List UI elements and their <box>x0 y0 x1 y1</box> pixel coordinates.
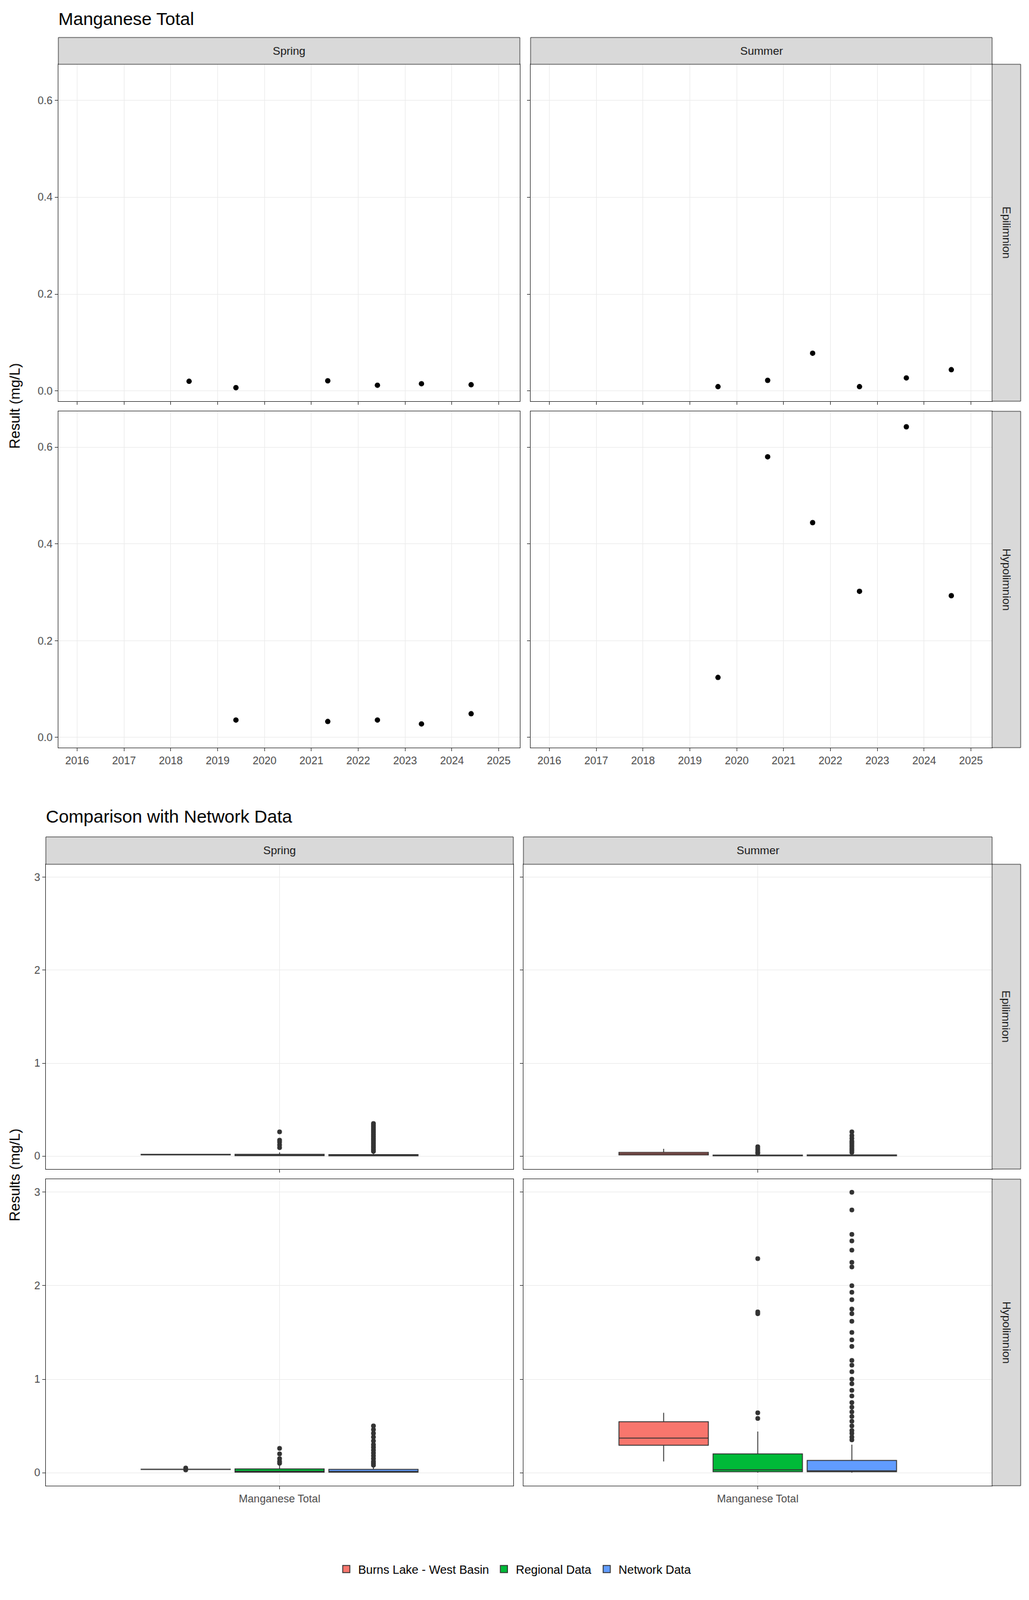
svg-text:0.2: 0.2 <box>37 635 53 648</box>
svg-text:0.0: 0.0 <box>37 385 53 398</box>
svg-text:Burns Lake - West Basin: Burns Lake - West Basin <box>358 1563 490 1577</box>
svg-text:Epilimnion: Epilimnion <box>1000 206 1013 260</box>
svg-text:0.6: 0.6 <box>37 441 53 454</box>
svg-text:0.4: 0.4 <box>37 191 53 204</box>
svg-text:2024: 2024 <box>912 755 937 767</box>
svg-text:2019: 2019 <box>677 755 702 767</box>
svg-text:Manganese Total: Manganese Total <box>716 1493 799 1506</box>
svg-text:Summer: Summer <box>736 844 780 857</box>
svg-text:2019: 2019 <box>205 755 230 767</box>
svg-text:2025: 2025 <box>487 755 511 767</box>
svg-text:Hypolimnion: Hypolimnion <box>1000 1302 1013 1365</box>
svg-text:2: 2 <box>33 964 40 977</box>
svg-text:2022: 2022 <box>346 755 371 767</box>
svg-text:0.0: 0.0 <box>37 731 53 744</box>
svg-text:Manganese Total: Manganese Total <box>238 1493 321 1506</box>
svg-text:0.4: 0.4 <box>37 538 53 551</box>
svg-text:1: 1 <box>33 1057 40 1070</box>
svg-text:Hypolimnion: Hypolimnion <box>1000 549 1013 612</box>
svg-text:2020: 2020 <box>724 755 749 767</box>
svg-text:3: 3 <box>33 871 40 884</box>
svg-text:Comparison with Network Data: Comparison with Network Data <box>45 806 293 827</box>
svg-text:2021: 2021 <box>771 755 796 767</box>
svg-text:3: 3 <box>33 1186 40 1199</box>
svg-text:Result (mg/L): Result (mg/L) <box>6 363 23 449</box>
svg-text:0.6: 0.6 <box>37 94 53 107</box>
svg-text:0: 0 <box>33 1150 40 1163</box>
svg-text:2025: 2025 <box>959 755 984 767</box>
svg-text:0.2: 0.2 <box>37 288 53 301</box>
svg-text:2016: 2016 <box>64 755 89 767</box>
svg-text:2018: 2018 <box>158 755 183 767</box>
svg-text:2021: 2021 <box>299 755 324 767</box>
svg-text:2017: 2017 <box>111 755 136 767</box>
svg-text:2: 2 <box>33 1280 40 1293</box>
svg-text:2023: 2023 <box>393 755 417 767</box>
svg-text:Results (mg/L): Results (mg/L) <box>6 1129 23 1222</box>
svg-text:2016: 2016 <box>537 755 561 767</box>
svg-text:0: 0 <box>33 1467 40 1480</box>
svg-text:Regional Data: Regional Data <box>515 1563 592 1577</box>
svg-text:Epilimnion: Epilimnion <box>999 990 1013 1044</box>
svg-text:Spring: Spring <box>263 844 296 857</box>
svg-text:Network Data: Network Data <box>618 1563 692 1577</box>
svg-text:Manganese Total: Manganese Total <box>58 8 195 29</box>
svg-text:2020: 2020 <box>252 755 277 767</box>
svg-text:Spring: Spring <box>272 44 306 58</box>
svg-text:2022: 2022 <box>818 755 843 767</box>
svg-text:2017: 2017 <box>584 755 608 767</box>
svg-text:Summer: Summer <box>740 44 784 58</box>
svg-text:2023: 2023 <box>865 755 890 767</box>
svg-text:2024: 2024 <box>440 755 464 767</box>
svg-text:1: 1 <box>33 1373 40 1386</box>
svg-text:2018: 2018 <box>631 755 656 767</box>
